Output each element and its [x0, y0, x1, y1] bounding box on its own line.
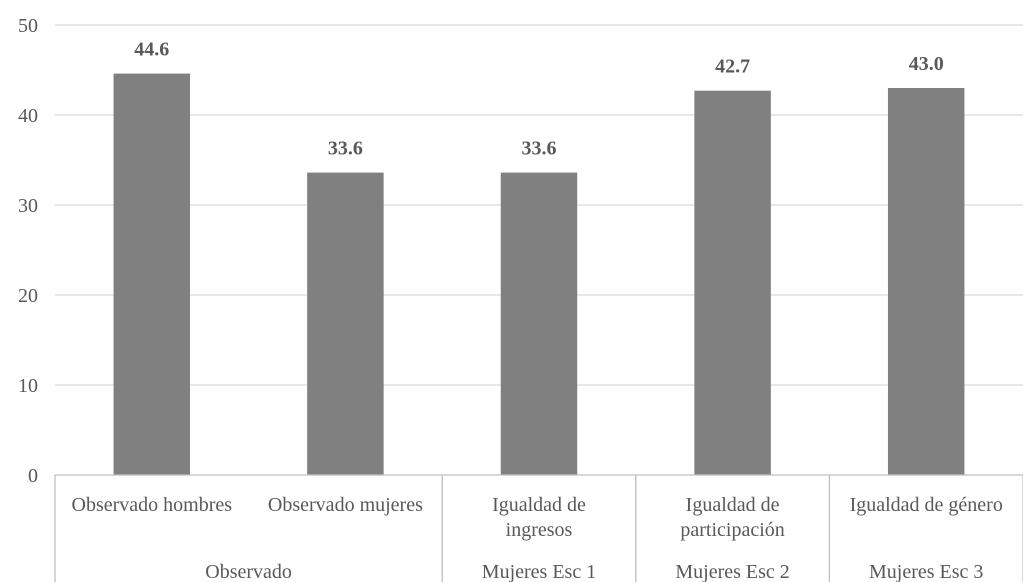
- data-label: 33.6: [328, 138, 363, 160]
- y-axis-ticks: 0 10 20 30 40 50: [18, 15, 38, 487]
- data-label: 44.6: [134, 39, 169, 61]
- x-group-label: Mujeres Esc 3: [869, 561, 983, 582]
- y-tick-label: 10: [18, 375, 38, 397]
- bar: [500, 172, 578, 475]
- data-label: 42.7: [715, 56, 750, 78]
- x-category-label: ingresos: [506, 519, 573, 541]
- x-category-label: participación: [680, 519, 784, 541]
- bar: [694, 90, 771, 475]
- x-group-label: Observado: [205, 561, 292, 582]
- data-label: 33.6: [522, 138, 557, 160]
- x-category-label: Igualdad de género: [850, 494, 1003, 516]
- y-tick-label: 20: [18, 285, 38, 307]
- x-axis: Observado hombres Observado mujeres Iguald…: [54, 474, 1023, 582]
- y-tick-label: 0: [28, 465, 38, 487]
- x-category-label: Observado hombres: [72, 494, 233, 516]
- x-category-label: Observado mujeres: [268, 494, 423, 516]
- y-tick-label: 30: [18, 195, 38, 217]
- x-group-label: Mujeres Esc 1: [482, 561, 596, 582]
- bar: [113, 73, 191, 475]
- x-category-label: Igualdad de: [686, 494, 780, 516]
- y-tick-label: 50: [18, 15, 38, 37]
- bars: [113, 73, 965, 475]
- x-category-label: Igualdad de: [492, 494, 586, 516]
- data-label: 43.0: [909, 53, 944, 75]
- x-group-label: Mujeres Esc 2: [675, 561, 789, 582]
- y-tick-label: 40: [18, 105, 38, 127]
- bar: [887, 88, 965, 475]
- bar: [307, 172, 384, 475]
- data-labels: 44.6 33.6 33.6 42.7 43.0: [134, 39, 943, 160]
